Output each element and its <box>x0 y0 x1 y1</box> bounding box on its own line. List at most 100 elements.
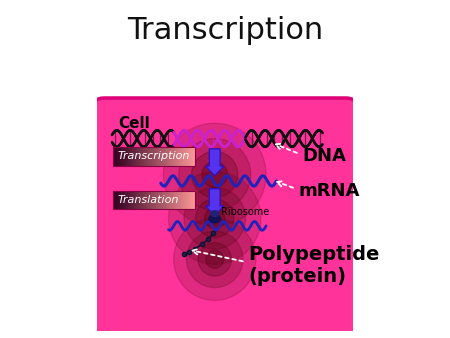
Bar <box>138 191 140 209</box>
Bar <box>148 191 150 209</box>
Bar <box>144 147 146 166</box>
Bar <box>117 191 119 209</box>
Bar <box>132 191 134 209</box>
Bar <box>177 147 179 166</box>
Bar <box>122 147 124 166</box>
Bar <box>119 147 122 166</box>
Bar <box>154 191 157 209</box>
Circle shape <box>206 250 224 268</box>
Bar <box>140 147 142 166</box>
Bar <box>142 147 144 166</box>
Bar <box>130 191 132 209</box>
Bar <box>166 147 169 166</box>
Bar <box>115 191 117 209</box>
Bar <box>122 191 124 209</box>
Bar <box>124 191 126 209</box>
Bar <box>158 147 161 166</box>
Bar <box>148 147 150 166</box>
Bar <box>187 191 189 209</box>
Text: Polypeptide
(protein): Polypeptide (protein) <box>248 245 379 286</box>
Bar <box>161 191 162 209</box>
Bar <box>130 147 132 166</box>
Circle shape <box>192 151 238 198</box>
Bar <box>189 191 191 209</box>
Text: Ribosome: Ribosome <box>221 207 270 217</box>
Bar <box>128 191 130 209</box>
Bar <box>142 191 144 209</box>
Bar <box>165 147 166 166</box>
Bar <box>173 147 175 166</box>
Bar <box>189 147 191 166</box>
Bar <box>119 191 122 209</box>
Ellipse shape <box>209 215 220 223</box>
Circle shape <box>168 172 261 264</box>
Text: Cell: Cell <box>118 116 150 131</box>
Bar <box>126 191 128 209</box>
Text: mRNA: mRNA <box>298 182 360 200</box>
Bar <box>161 147 162 166</box>
Bar <box>175 147 177 166</box>
Bar <box>169 147 171 166</box>
Bar <box>179 147 181 166</box>
Bar <box>138 147 140 166</box>
Bar <box>181 191 183 209</box>
FancyBboxPatch shape <box>91 98 359 338</box>
Bar <box>171 147 173 166</box>
Bar <box>146 147 148 166</box>
Bar <box>171 191 173 209</box>
Bar <box>191 147 194 166</box>
Bar <box>162 147 165 166</box>
Bar <box>115 147 117 166</box>
Circle shape <box>186 231 243 288</box>
Bar <box>134 147 136 166</box>
Bar <box>140 191 142 209</box>
Bar <box>136 147 138 166</box>
Text: Transcription: Transcription <box>127 16 323 45</box>
Bar <box>165 191 166 209</box>
Bar <box>177 191 179 209</box>
Text: Transcription: Transcription <box>117 151 189 161</box>
Bar <box>132 147 134 166</box>
Circle shape <box>184 187 246 249</box>
Bar <box>194 191 195 209</box>
Bar <box>179 191 181 209</box>
Circle shape <box>195 199 234 238</box>
Circle shape <box>179 139 251 211</box>
Bar <box>150 147 152 166</box>
Bar <box>134 191 136 209</box>
Bar <box>183 147 185 166</box>
Bar <box>124 147 126 166</box>
Bar <box>128 147 130 166</box>
Ellipse shape <box>211 211 219 216</box>
Bar <box>154 147 157 166</box>
Bar <box>150 191 152 209</box>
Bar <box>173 191 175 209</box>
Circle shape <box>174 218 256 300</box>
Bar <box>169 191 171 209</box>
Text: Translation: Translation <box>117 195 179 205</box>
Bar <box>152 191 154 209</box>
Bar <box>185 147 187 166</box>
Bar <box>187 147 189 166</box>
Bar <box>183 191 185 209</box>
Circle shape <box>204 208 225 228</box>
Bar <box>194 147 195 166</box>
Bar <box>113 147 115 166</box>
Bar <box>126 147 128 166</box>
Bar <box>157 147 158 166</box>
Bar <box>152 147 154 166</box>
Bar <box>162 191 165 209</box>
FancyArrow shape <box>206 149 224 176</box>
Bar <box>158 191 161 209</box>
Bar <box>166 191 169 209</box>
Text: DNA: DNA <box>302 147 346 165</box>
Circle shape <box>202 162 228 187</box>
Bar <box>191 191 194 209</box>
Bar <box>157 191 158 209</box>
FancyArrow shape <box>206 189 224 216</box>
Circle shape <box>198 243 231 276</box>
Bar <box>113 191 115 209</box>
Bar <box>117 147 119 166</box>
Bar <box>181 147 183 166</box>
Bar <box>144 191 146 209</box>
